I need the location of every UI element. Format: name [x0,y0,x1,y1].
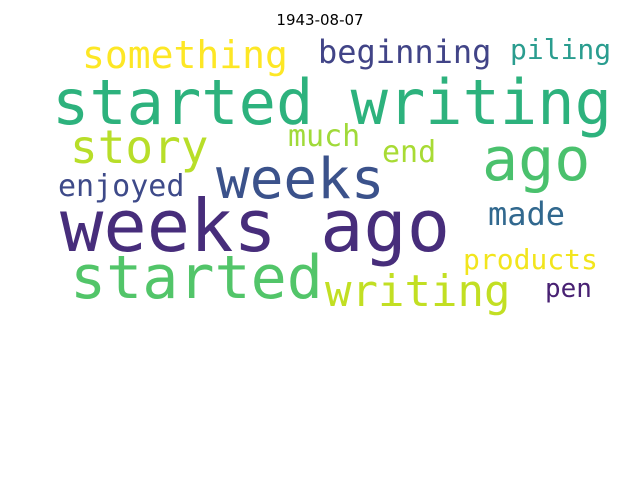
word-much: much [288,119,361,154]
word-weeks-ago: weeks ago [60,184,451,268]
word-end: end [382,135,437,170]
word-made: made [488,195,566,233]
word-something: something [82,33,288,77]
word-ago: ago [482,125,591,195]
word-started-writing: started writing [52,66,612,139]
chart-title: 1943-08-07 [276,11,364,29]
word-writing: writing [325,266,511,317]
word-piling: piling [510,33,612,66]
word-started: started [70,243,323,313]
word-story: story [70,120,209,174]
word-beginning: beginning [318,33,492,71]
word-weeks: weeks [216,147,385,212]
word-enjoyed: enjoyed [58,169,185,204]
word-pen: pen [545,274,592,304]
word-products: products [463,243,598,276]
